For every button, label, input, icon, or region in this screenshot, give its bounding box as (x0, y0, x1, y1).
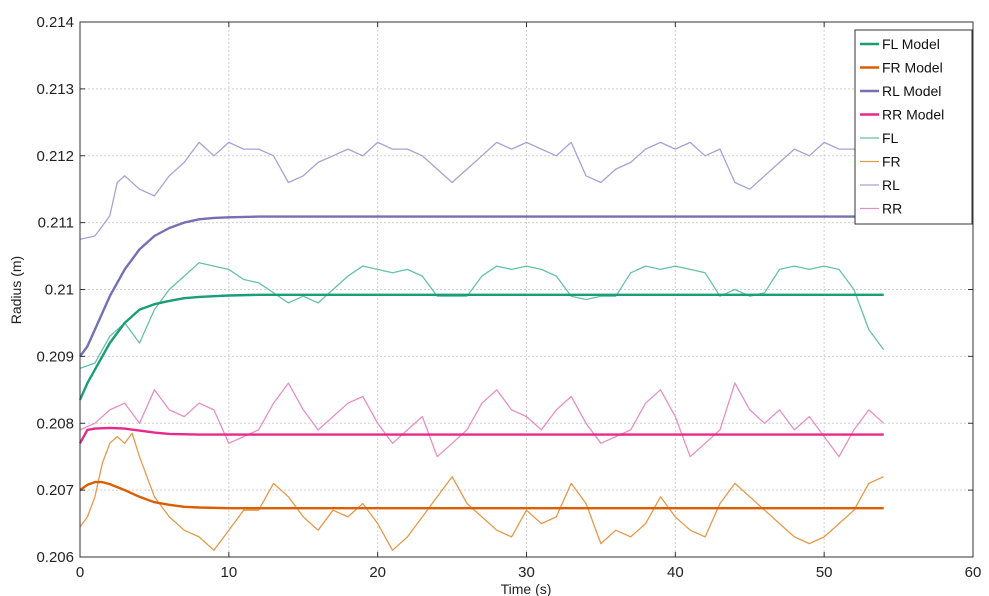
series-line-fl (79, 262, 885, 370)
legend-label: RR Model (882, 107, 944, 123)
legend-label: FR Model (882, 60, 943, 76)
y-tick-label: 0.211 (38, 215, 74, 232)
legend-label: FL (882, 130, 899, 146)
x-tick-label: 50 (816, 564, 833, 581)
series-line-fr (79, 432, 884, 551)
y-tick-label: 0.212 (36, 148, 74, 165)
series-line-rl (79, 141, 884, 240)
legend-label: RR (882, 201, 902, 217)
x-axis-label: Time (s) (501, 581, 552, 596)
y-axis-label: Radius (m) (8, 256, 24, 324)
x-tick-label: 0 (76, 564, 84, 581)
series-line-fr-model (79, 480, 884, 510)
x-tick-label: 30 (518, 564, 535, 581)
x-tick-label: 60 (965, 564, 982, 581)
series-layer (78, 141, 885, 551)
y-tick-label: 0.213 (36, 81, 74, 98)
y-tick-label: 0.207 (36, 482, 74, 499)
y-tick-label: 0.214 (36, 14, 74, 31)
y-tick-label: 0.209 (36, 348, 74, 365)
legend-box (854, 29, 973, 225)
x-tick-label: 40 (667, 564, 684, 581)
y-tick-label: 0.208 (36, 415, 74, 432)
y-tick-label: 0.206 (36, 549, 74, 566)
legend-label: RL (882, 177, 900, 193)
legend-label: RL Model (882, 83, 941, 99)
series-line-fl-model (78, 293, 884, 401)
y-tick-label: 0.21 (45, 282, 74, 299)
grid (80, 22, 973, 557)
series-line-rl-model (79, 215, 884, 358)
series-line-rr (79, 382, 885, 458)
x-tick-label: 10 (220, 564, 237, 581)
legend-label: FL Model (882, 36, 940, 52)
legend-label: FR (882, 154, 901, 170)
x-tick-label: 20 (369, 564, 386, 581)
axis-ticks: 0 10 20 30 40 50 60 0.206 0.207 0.208 0.209 0.21 0.2… (36, 14, 981, 581)
legend: FL Model FR Model RL Model RR Model FL FR RL RR (854, 29, 973, 225)
series-line-rr-model (78, 426, 884, 444)
